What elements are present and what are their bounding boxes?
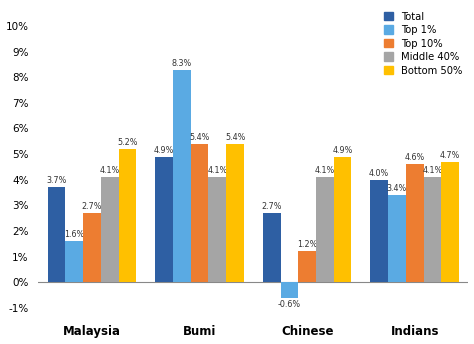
Text: 4.6%: 4.6% (404, 153, 425, 162)
Bar (101, 177, 118, 282)
Bar (370, 180, 388, 282)
Text: -0.6%: -0.6% (278, 300, 301, 309)
Bar (83, 213, 101, 282)
Bar (441, 162, 459, 282)
Text: 5.4%: 5.4% (190, 133, 210, 142)
Bar (173, 69, 191, 282)
Bar (424, 177, 441, 282)
Bar (281, 282, 298, 298)
Bar (334, 157, 352, 282)
Text: 4.9%: 4.9% (332, 146, 353, 154)
Text: 4.1%: 4.1% (422, 166, 443, 175)
Bar (118, 149, 137, 282)
Text: 4.1%: 4.1% (100, 166, 120, 175)
Bar (191, 144, 209, 282)
Text: 5.4%: 5.4% (225, 133, 245, 142)
Text: 4.1%: 4.1% (315, 166, 335, 175)
Text: 3.7%: 3.7% (46, 176, 67, 185)
Text: 4.9%: 4.9% (154, 146, 174, 154)
Bar (263, 213, 281, 282)
Text: 1.6%: 1.6% (64, 230, 84, 239)
Bar (155, 157, 173, 282)
Bar (209, 177, 226, 282)
Legend: Total, Top 1%, Top 10%, Middle 40%, Bottom 50%: Total, Top 1%, Top 10%, Middle 40%, Bott… (383, 11, 464, 77)
Text: 5.2%: 5.2% (117, 138, 138, 147)
Text: 4.0%: 4.0% (369, 169, 389, 178)
Bar (388, 195, 406, 282)
Text: 3.4%: 3.4% (387, 184, 407, 193)
Bar (298, 251, 316, 282)
Text: 2.7%: 2.7% (82, 202, 102, 211)
Text: 2.7%: 2.7% (261, 202, 282, 211)
Bar (316, 177, 334, 282)
Bar (226, 144, 244, 282)
Text: 4.1%: 4.1% (207, 166, 228, 175)
Text: 4.7%: 4.7% (440, 151, 460, 160)
Bar (65, 241, 83, 282)
Bar (48, 187, 65, 282)
Text: 8.3%: 8.3% (172, 58, 192, 67)
Bar (406, 164, 424, 282)
Text: 1.2%: 1.2% (297, 240, 317, 249)
